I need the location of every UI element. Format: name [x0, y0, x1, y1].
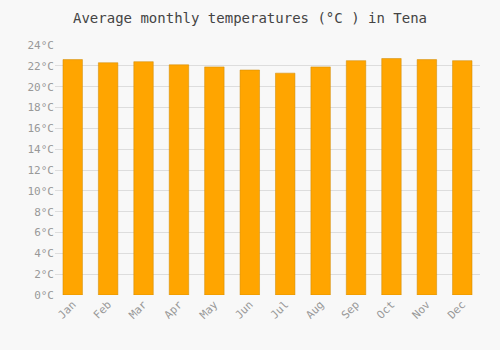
svg-text:10°C: 10°C [28, 185, 55, 198]
svg-text:0°C: 0°C [34, 289, 54, 302]
svg-text:18°C: 18°C [28, 101, 55, 114]
svg-text:Feb: Feb [91, 298, 114, 321]
svg-text:Oct: Oct [374, 298, 397, 321]
svg-text:Jun: Jun [233, 298, 256, 321]
svg-text:Average monthly temperatures (: Average monthly temperatures (°C ) in Te… [73, 10, 427, 26]
svg-text:Aug: Aug [303, 298, 326, 321]
svg-text:20°C: 20°C [28, 81, 55, 94]
svg-text:12°C: 12°C [28, 164, 55, 177]
svg-text:Mar: Mar [126, 298, 150, 322]
svg-text:8°C: 8°C [34, 206, 54, 219]
svg-text:4°C: 4°C [34, 247, 54, 260]
svg-text:Sep: Sep [339, 298, 362, 321]
svg-text:May: May [197, 298, 221, 322]
svg-text:Apr: Apr [162, 298, 186, 322]
svg-text:22°C: 22°C [28, 60, 55, 73]
svg-text:24°C: 24°C [28, 39, 55, 52]
svg-text:2°C: 2°C [34, 268, 54, 281]
svg-text:6°C: 6°C [34, 226, 54, 239]
svg-text:Dec: Dec [445, 298, 468, 321]
svg-text:Nov: Nov [410, 298, 434, 322]
svg-text:Jul: Jul [268, 298, 291, 321]
svg-text:14°C: 14°C [28, 143, 55, 156]
svg-text:Jan: Jan [55, 298, 78, 321]
svg-text:16°C: 16°C [28, 122, 55, 135]
